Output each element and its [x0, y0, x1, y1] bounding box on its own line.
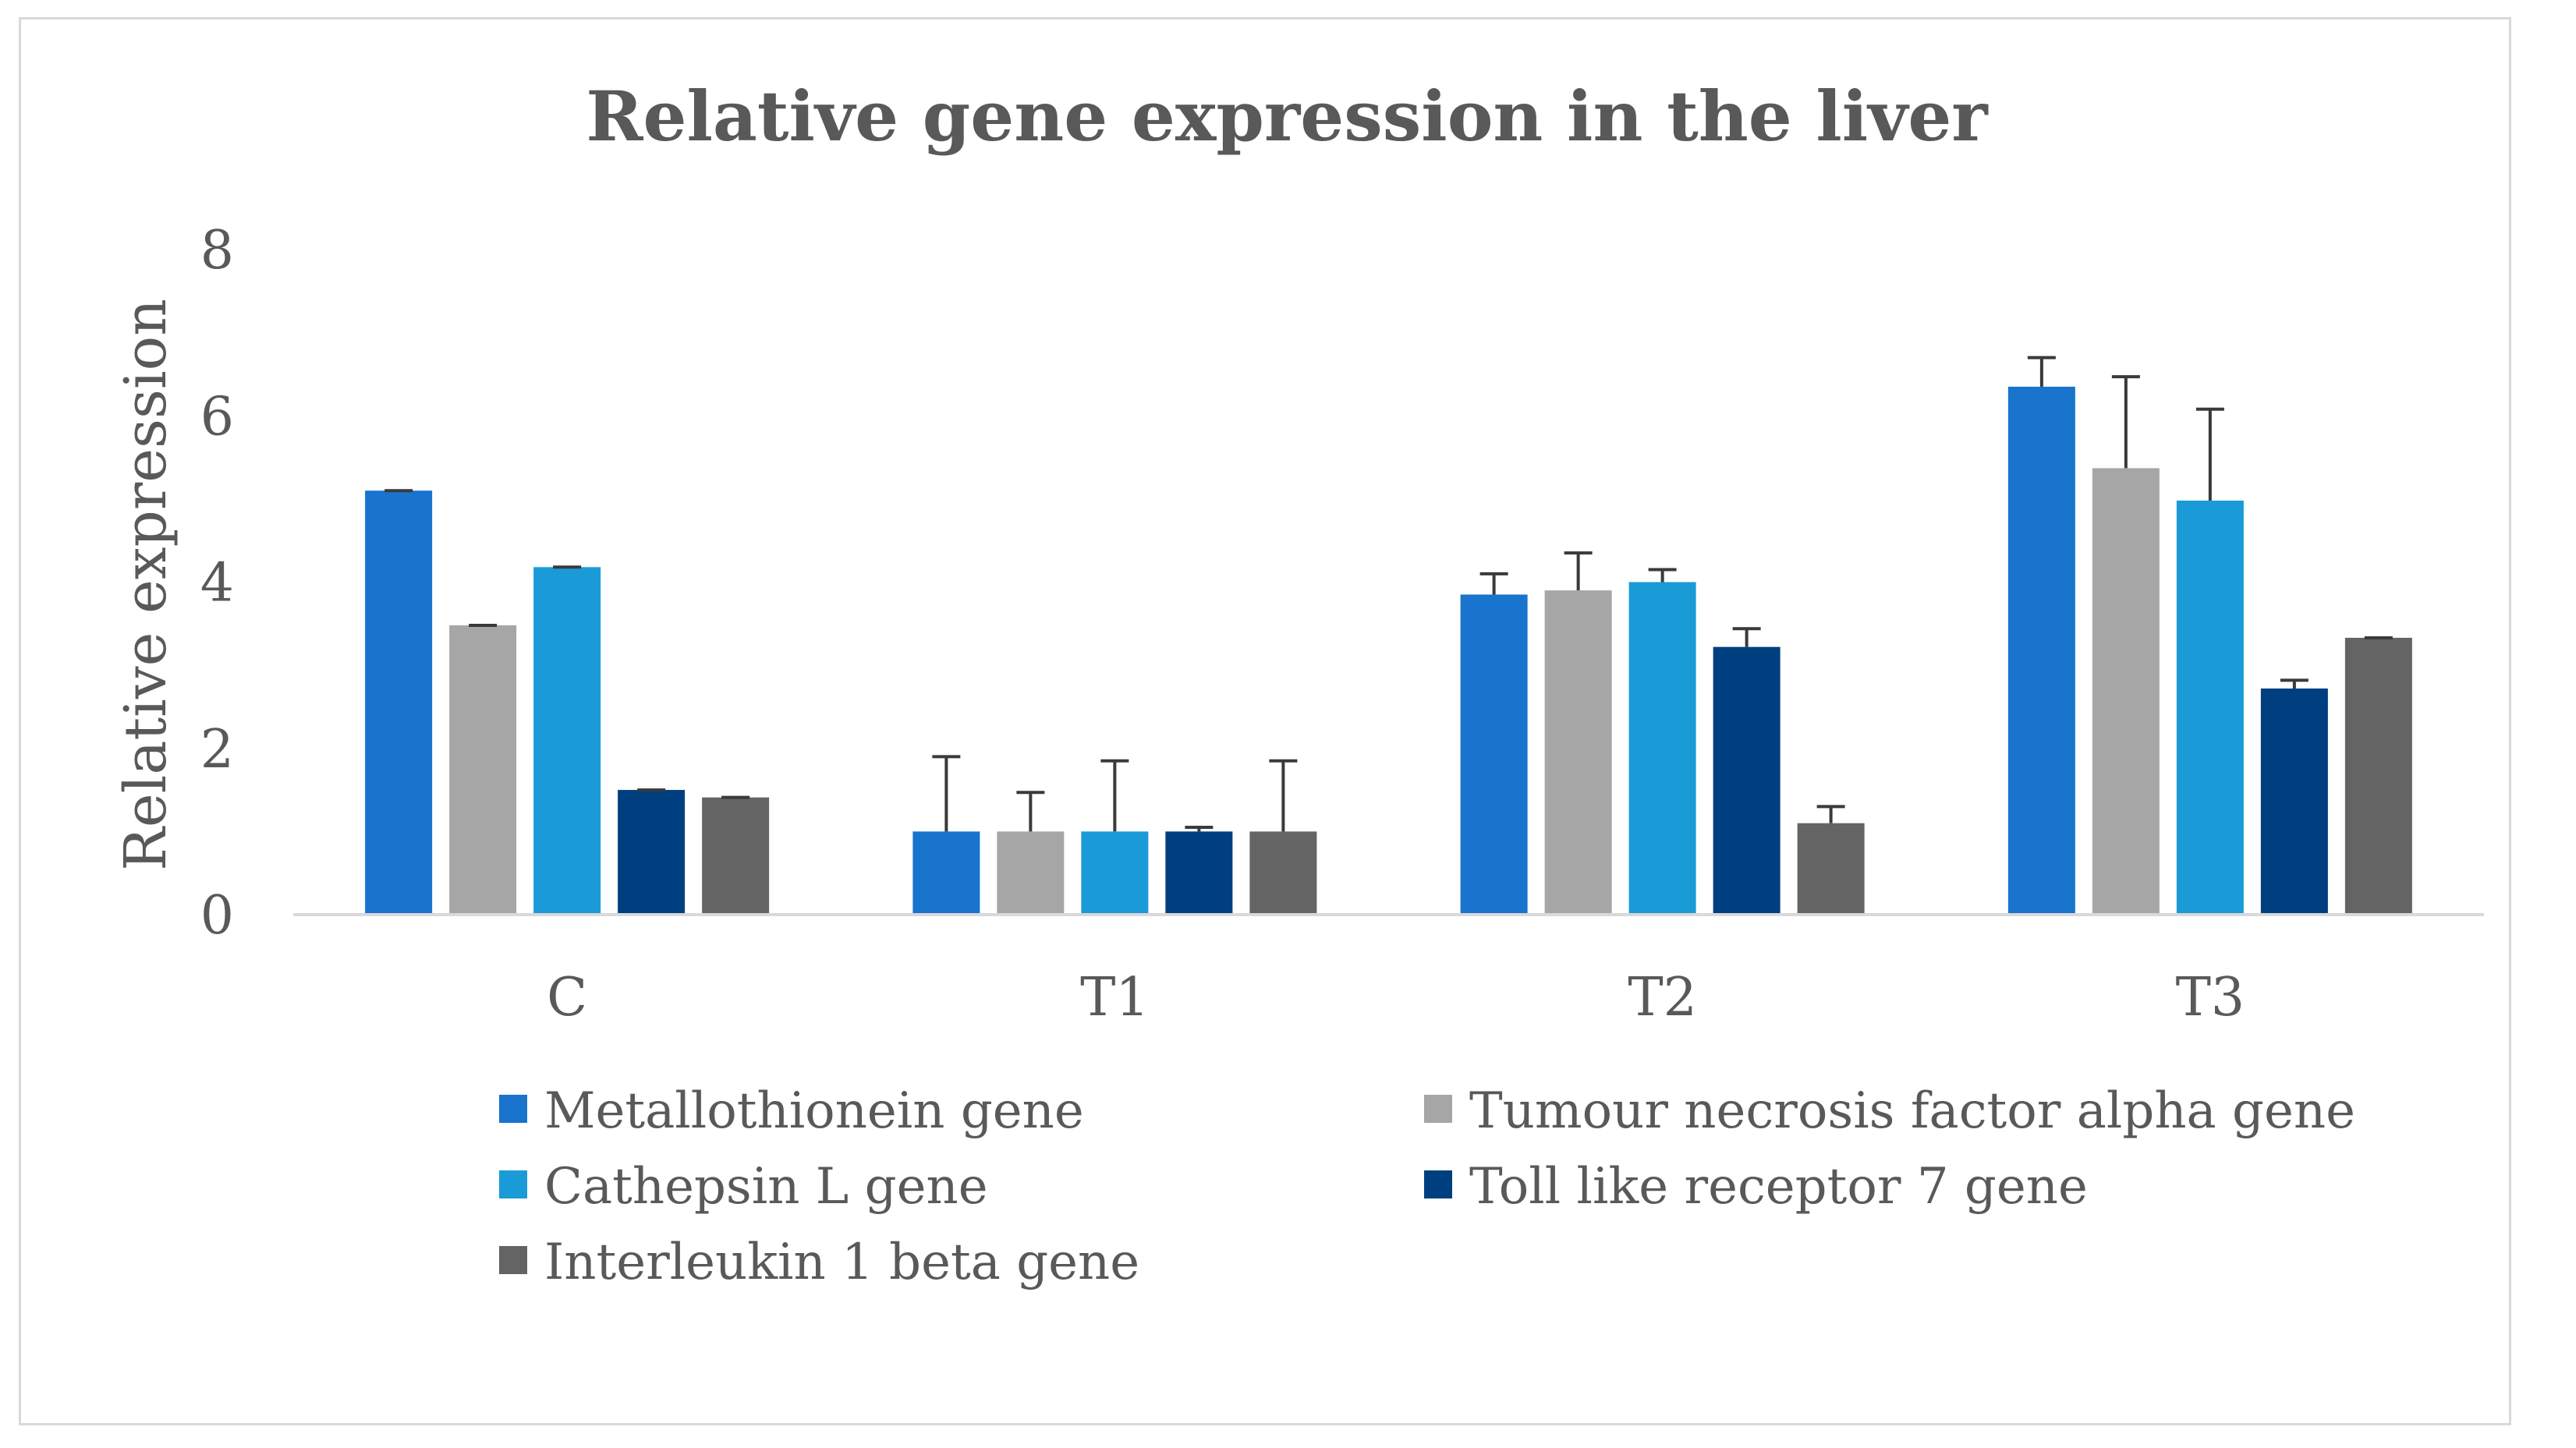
- y-tick-label: 4: [200, 553, 234, 614]
- bar-t2-series-4: [1713, 646, 1781, 915]
- bar-t2-series-1: [1460, 594, 1528, 915]
- bar-t3-series-4: [2260, 688, 2328, 915]
- bar-c-series-1: [365, 490, 433, 915]
- bar-c-series-5: [702, 797, 770, 915]
- x-tick-label: T1: [1080, 967, 1150, 1028]
- bar-t1-series-4: [1165, 831, 1233, 915]
- bar-t2-series-2: [1544, 590, 1612, 915]
- bar-t3-series-2: [2092, 468, 2160, 915]
- x-tick-label: T3: [2176, 967, 2245, 1028]
- bar-t3-series-1: [2007, 386, 2075, 915]
- legend-swatch-5: [499, 1246, 527, 1274]
- legend-swatch-4: [1424, 1170, 1452, 1198]
- bar-t1-series-1: [912, 831, 980, 915]
- y-axis-ticks: 0 2 4 6 8: [200, 220, 234, 947]
- legend-label-3: Cathepsin L gene: [544, 1158, 988, 1216]
- x-axis-ticks: C T1 T2 T3: [547, 967, 2245, 1028]
- bars: [365, 386, 2412, 915]
- y-tick-label: 2: [200, 719, 234, 781]
- bar-t2-series-5: [1797, 823, 1865, 915]
- legend-label-5: Interleukin 1 beta gene: [544, 1234, 1139, 1291]
- y-tick-label: 8: [200, 220, 234, 281]
- bar-c-series-2: [449, 625, 517, 915]
- error-bars: [384, 356, 2393, 832]
- bar-t1-series-3: [1081, 831, 1149, 915]
- bar-c-series-4: [618, 790, 686, 915]
- bar-t2-series-3: [1628, 582, 1696, 915]
- legend-label-1: Metallothionein gene: [544, 1082, 1084, 1140]
- legend-swatch-2: [1424, 1095, 1452, 1123]
- y-tick-label: 6: [200, 386, 234, 448]
- legend-swatch-3: [499, 1170, 527, 1198]
- bar-t3-series-5: [2344, 637, 2412, 915]
- bar-t3-series-3: [2176, 501, 2244, 915]
- chart-title: Relative gene expression in the liver: [586, 76, 1989, 157]
- x-tick-label: T2: [1628, 967, 1697, 1028]
- y-tick-label: 0: [200, 885, 234, 947]
- bar-t1-series-2: [997, 831, 1065, 915]
- bar-c-series-3: [533, 567, 601, 915]
- y-axis-label: Relative expression: [112, 299, 179, 871]
- x-tick-label: C: [547, 967, 587, 1028]
- bar-t1-series-5: [1249, 831, 1317, 915]
- legend-label-4: Toll like receptor 7 gene: [1469, 1158, 2088, 1216]
- legend-swatch-1: [499, 1095, 527, 1123]
- legend: Metallothionein gene Tumour necrosis fact…: [499, 1082, 2355, 1291]
- legend-label-2: Tumour necrosis factor alpha gene: [1469, 1082, 2355, 1140]
